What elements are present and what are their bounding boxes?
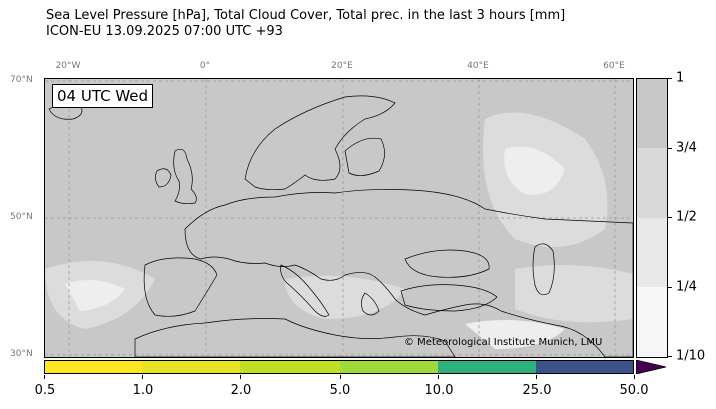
precip-tick xyxy=(340,375,341,379)
chart-title: Sea Level Pressure [hPa], Total Cloud Co… xyxy=(46,8,565,40)
cloud-cover-tick xyxy=(667,217,672,218)
cloud-cover-label-half: 1/2 xyxy=(676,209,697,225)
lon-label-40e: 40°E xyxy=(467,61,489,71)
precip-segment-25-0 xyxy=(536,360,634,374)
copyright-text: © Meteorological Institute Munich, LMU xyxy=(404,337,603,348)
precip-colorbar xyxy=(44,360,636,374)
precip-segment-2-0 xyxy=(240,360,340,374)
cloud-cover-label-tenth: 1/10 xyxy=(676,348,706,364)
precip-tick xyxy=(438,375,439,379)
precip-tick xyxy=(240,375,241,379)
cloud-cover-tick xyxy=(667,356,672,357)
cloud-cover-tick xyxy=(667,287,672,288)
precip-tick xyxy=(536,375,537,379)
cloud-cover-segment-3q xyxy=(637,148,667,218)
precip-label-0-5: 0.5 xyxy=(34,383,56,398)
precip-label-10-0: 10.0 xyxy=(424,383,454,398)
precip-tick xyxy=(634,375,635,379)
lon-label-20e: 20°E xyxy=(331,61,353,71)
precip-tick xyxy=(44,375,45,379)
cloud-cover-label-1: 1 xyxy=(676,70,685,86)
lat-label-70n: 70°N xyxy=(10,75,33,85)
lon-label-20w: 20°W xyxy=(55,61,81,71)
cloud-cover-tick xyxy=(667,78,672,79)
cloud-cover-colorbar xyxy=(636,78,668,358)
precip-segment-10-0 xyxy=(438,360,536,374)
precip-label-2-0: 2.0 xyxy=(230,383,252,398)
precip-label-5-0: 5.0 xyxy=(329,383,351,398)
precip-extend-arrow xyxy=(636,360,667,374)
map-panel xyxy=(44,78,634,358)
title-line-1: Sea Level Pressure [hPa], Total Cloud Co… xyxy=(46,8,566,23)
map-svg xyxy=(45,79,633,357)
lon-label-0: 0° xyxy=(199,61,211,71)
cloud-cover-label-3q: 3/4 xyxy=(676,140,697,156)
valid-time-label: 04 UTC Wed xyxy=(52,84,154,108)
precip-label-25-0: 25.0 xyxy=(522,383,552,398)
lat-label-30n: 30°N xyxy=(10,349,33,359)
lat-label-50n: 50°N xyxy=(10,212,33,222)
cloud-cover-label-quarter: 1/4 xyxy=(676,279,697,295)
cloud-cover-segment-half xyxy=(637,218,667,287)
precip-label-1-0: 1.0 xyxy=(132,383,154,398)
title-line-2: ICON-EU 13.09.2025 07:00 UTC +93 xyxy=(46,24,283,39)
cloud-cover-segment-full xyxy=(637,79,667,148)
precip-segment-0-5 xyxy=(44,360,142,374)
precip-segment-5-0 xyxy=(340,360,438,374)
precip-label-50-0: 50.0 xyxy=(619,383,649,398)
cloud-cover-tick xyxy=(667,148,672,149)
clear-sky-patches xyxy=(65,146,565,349)
precip-tick xyxy=(142,375,143,379)
precip-segment-1-0 xyxy=(142,360,240,374)
lon-label-60e: 60°E xyxy=(603,61,625,71)
graticule xyxy=(45,79,633,357)
coastlines xyxy=(48,95,633,357)
cloud-cover-segment-quarter xyxy=(637,287,667,357)
